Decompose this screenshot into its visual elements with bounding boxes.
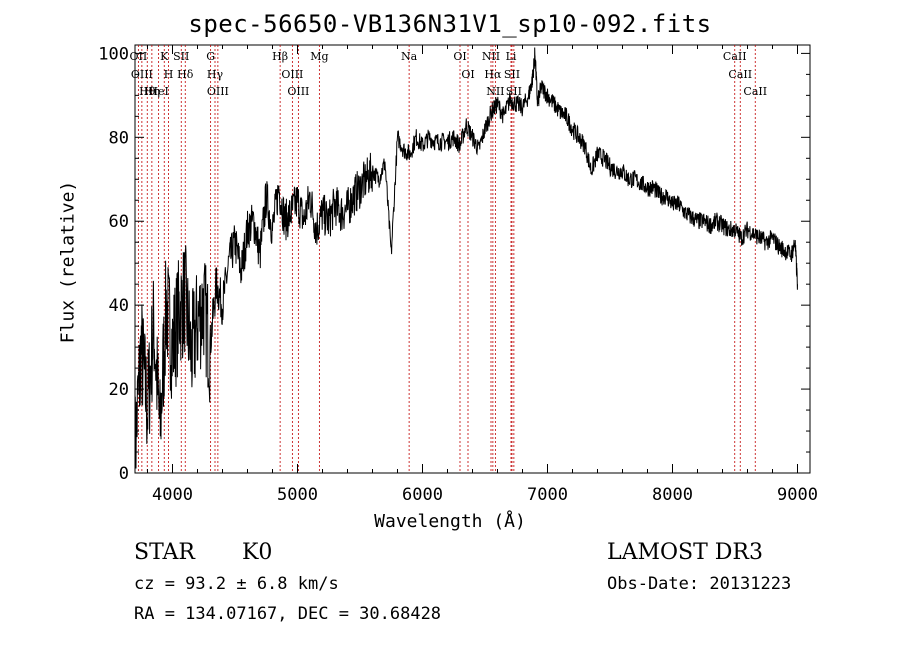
line-label: HeI <box>148 85 168 98</box>
y-axis-label: Flux (relative) <box>57 180 79 344</box>
line-label: NII <box>486 85 504 98</box>
line-label: Hβ <box>272 50 288 63</box>
line-label: SII <box>506 85 522 98</box>
line-label: Hα <box>484 68 502 81</box>
line-label: K <box>160 50 169 63</box>
line-label: Hγ <box>207 68 224 81</box>
spectrum-line <box>134 47 798 471</box>
x-tick-label: 4000 <box>152 485 193 505</box>
y-tick-label: 60 <box>109 212 129 232</box>
x-axis-label: Wavelength (Å) <box>374 511 526 532</box>
y-tick-label: 40 <box>109 296 129 316</box>
line-label: SII <box>504 68 520 81</box>
object-subclass: K0 <box>242 540 273 565</box>
line-label: NII <box>482 50 500 63</box>
x-tick-label: 8000 <box>652 485 693 505</box>
line-label: Mg <box>310 50 328 63</box>
emission-line-markers <box>137 45 756 473</box>
line-label: Hδ <box>177 68 194 81</box>
line-label: OI <box>461 68 474 81</box>
object-class: STAR <box>134 540 195 565</box>
x-tick-label: 9000 <box>777 485 818 505</box>
axis-ticks: 4000 5000 6000 7000 8000 9000 0 20 40 60 80 100 <box>98 44 818 505</box>
line-label: OIII <box>131 68 153 81</box>
line-label: CaII <box>723 50 747 63</box>
line-label: Hθ <box>139 85 156 98</box>
x-tick-label: 5000 <box>277 485 318 505</box>
y-tick-label: 100 <box>98 44 129 64</box>
spectrum-series <box>134 47 798 471</box>
y-tick-label: 80 <box>109 128 129 148</box>
y-tick-label: 20 <box>109 380 129 400</box>
line-label: Na <box>401 50 418 63</box>
line-label: Li <box>506 50 517 63</box>
x-tick-label: 7000 <box>527 485 568 505</box>
line-label: OIII <box>281 68 303 81</box>
line-label: OI <box>453 50 466 63</box>
coordinates: RA = 134.07167, DEC = 30.68428 <box>134 604 442 624</box>
line-label: G <box>206 50 215 63</box>
x-tick-label: 6000 <box>402 485 443 505</box>
y-tick-label: 0 <box>119 464 129 484</box>
line-label: Hη <box>144 85 160 98</box>
line-label: H <box>164 68 174 81</box>
redshift-value: cz = 93.2 ± 6.8 km/s <box>134 574 339 594</box>
line-label: CaII <box>728 68 752 81</box>
survey-name: LAMOST DR3 <box>607 540 763 565</box>
line-label: OIII <box>287 85 309 98</box>
line-label: CaII <box>743 85 767 98</box>
line-label: SII <box>173 50 189 63</box>
observation-date: Obs-Date: 20131223 <box>607 574 792 594</box>
line-label: OII <box>130 50 148 63</box>
chart-title: spec-56650-VB136N31V1_sp10-092.fits <box>188 10 712 38</box>
line-label: OIII <box>207 85 229 98</box>
